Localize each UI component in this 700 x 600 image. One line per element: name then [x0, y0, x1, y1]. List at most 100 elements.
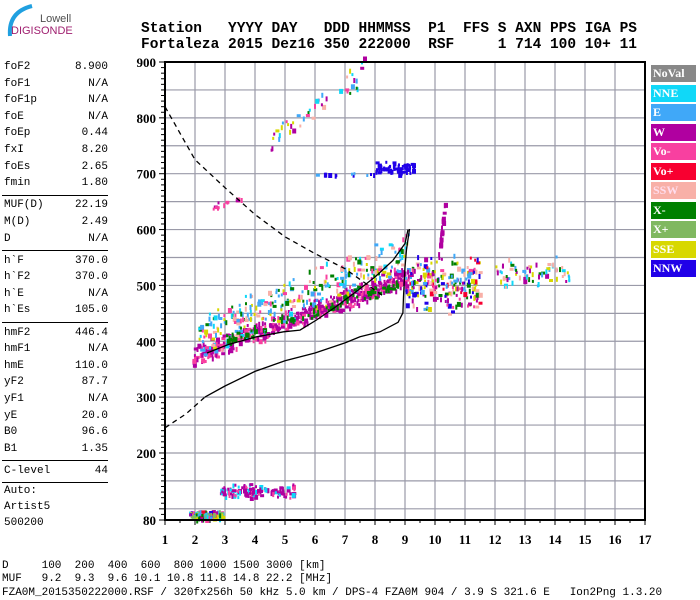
echo-point [374, 291, 377, 295]
echo-point [251, 490, 254, 496]
echo-point [468, 272, 473, 276]
echo-point [366, 299, 369, 305]
echo-point [353, 266, 356, 272]
echo-point [264, 338, 267, 344]
echo-point [433, 286, 436, 292]
echo-point [312, 302, 317, 308]
echo-point [238, 303, 241, 307]
echo-point [259, 332, 264, 338]
echo-point [336, 307, 339, 311]
echo-point [410, 272, 413, 276]
echo-point [268, 302, 271, 306]
echo-point [315, 299, 318, 302]
echo-point [210, 321, 213, 327]
echo-point [413, 167, 416, 170]
echo-point [197, 343, 202, 349]
echo-point [382, 286, 387, 290]
echo-point [427, 272, 430, 278]
echo-point [356, 300, 359, 306]
echo-point [232, 310, 235, 314]
echo-point [249, 317, 252, 322]
echo-point [531, 279, 534, 283]
echo-point [399, 258, 402, 262]
param-name: yF1 [4, 392, 24, 405]
echo-point [220, 323, 223, 329]
echo-point [210, 352, 213, 356]
echo-point [230, 492, 232, 496]
echo-point [318, 303, 321, 309]
echo-point [302, 316, 305, 322]
echo-point [302, 299, 305, 303]
echo-point [399, 171, 402, 174]
echo-point [375, 171, 378, 175]
echo-point [239, 308, 242, 314]
echo-point [217, 327, 220, 333]
echo-point [304, 318, 309, 324]
echo-point [249, 496, 254, 501]
param-name: yE [4, 409, 18, 422]
echo-point [468, 302, 472, 306]
echo-point [273, 311, 276, 317]
separator [2, 460, 108, 462]
echo-point [411, 287, 414, 290]
echo-point [200, 348, 205, 352]
echo-point [235, 346, 238, 352]
echo-point [272, 318, 275, 322]
echo-point [258, 339, 263, 345]
echo-point [390, 169, 393, 175]
echo-point [313, 288, 318, 292]
echo-point [561, 269, 566, 273]
echo-point [225, 320, 228, 326]
x-tick-label: 1 [162, 532, 169, 547]
echo-point [385, 288, 388, 294]
echo-point [474, 258, 477, 262]
echo-point [258, 329, 261, 335]
echo-point [401, 268, 404, 274]
x-tick-label: 7 [342, 532, 349, 547]
echo-point [197, 513, 199, 517]
echo-point [297, 311, 300, 317]
echo-point [213, 513, 215, 518]
echo-point [352, 174, 355, 178]
echo-point [312, 281, 315, 284]
echo-point [432, 296, 437, 302]
echo-point [424, 279, 427, 283]
echo-point [228, 347, 231, 351]
echo-point [379, 247, 384, 251]
echo-point [386, 285, 389, 291]
echo-point [411, 268, 414, 274]
echo-point [353, 172, 356, 176]
echo-point [244, 294, 247, 298]
echo-point [287, 311, 290, 317]
echo-point [230, 313, 233, 319]
echo-point [214, 348, 219, 354]
echo-point [403, 281, 408, 286]
echo-point [434, 278, 437, 282]
echo-point [456, 261, 459, 265]
echo-point [274, 323, 277, 327]
echo-point [320, 299, 323, 303]
echo-point [442, 211, 447, 215]
param-value: 370.0 [74, 271, 108, 284]
echo-point [279, 487, 282, 493]
echo-point [385, 274, 388, 278]
echo-point [528, 277, 531, 283]
echo-point [250, 489, 253, 493]
echo-point [211, 510, 216, 514]
echo-point [308, 269, 311, 275]
echo-point [337, 293, 342, 297]
echo-point [324, 312, 329, 318]
echo-point [336, 277, 339, 280]
echo-point [387, 166, 390, 172]
echo-point [510, 263, 515, 267]
echo-point [189, 513, 192, 517]
param-name: foF2 [4, 61, 31, 73]
echo-point [223, 318, 226, 322]
echo-point [210, 516, 212, 520]
echo-point [311, 116, 316, 120]
echo-point [411, 298, 414, 304]
echo-point [307, 314, 310, 317]
echo-point [514, 265, 517, 271]
echo-point [357, 293, 360, 297]
echo-point [236, 322, 241, 326]
